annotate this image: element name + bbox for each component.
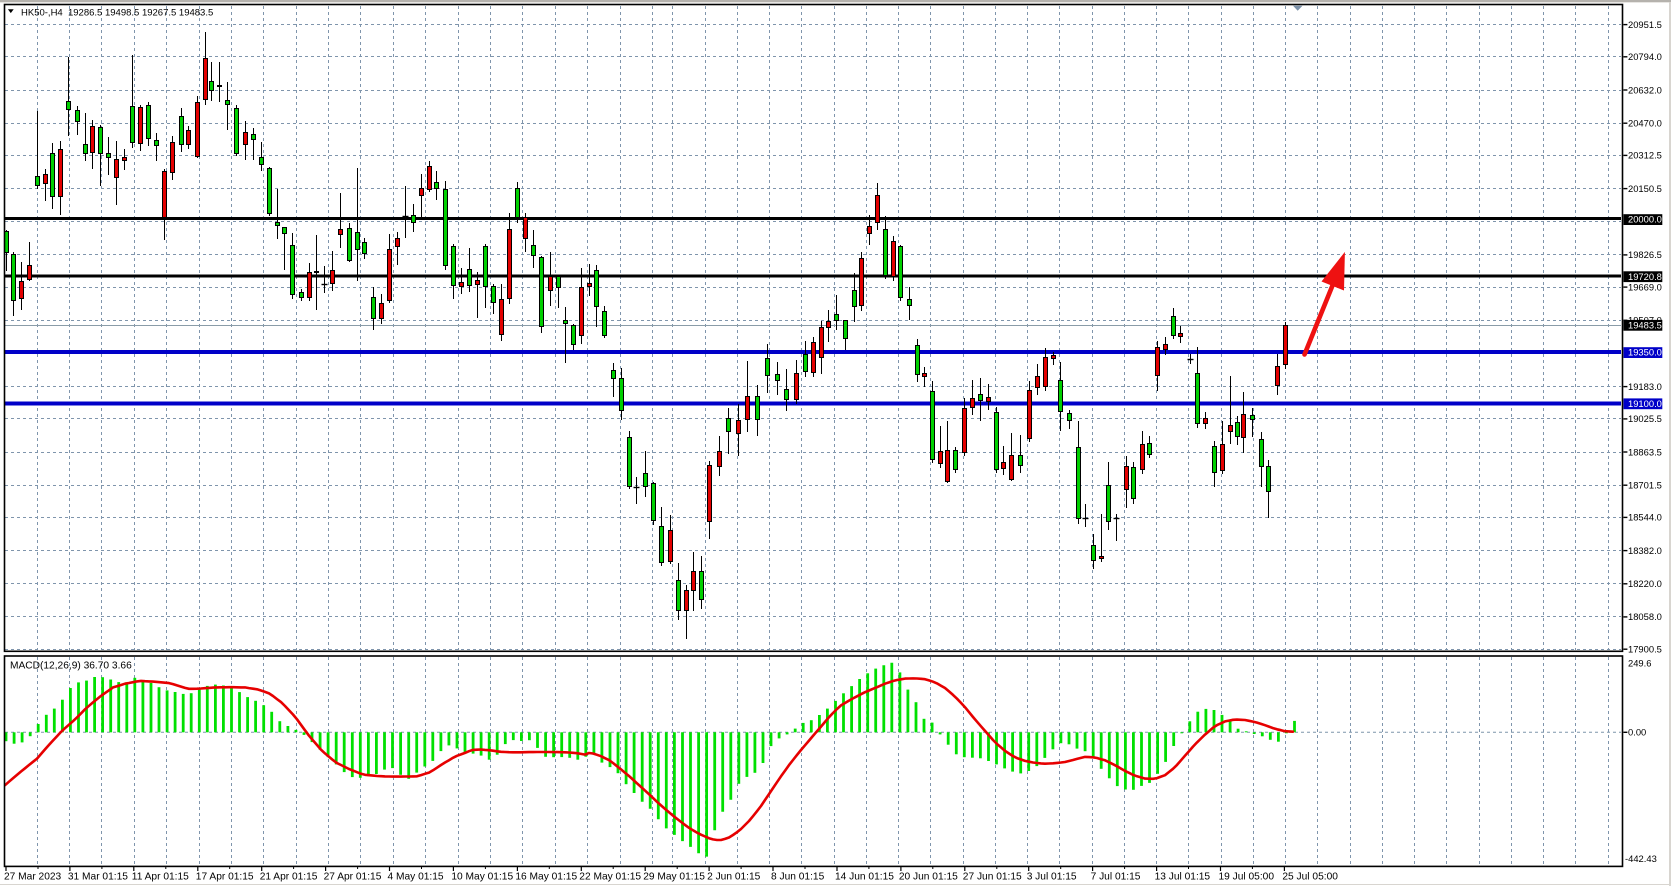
svg-text:8 Jun 01:15: 8 Jun 01:15 [771,872,825,883]
svg-text:18863.5: 18863.5 [1628,446,1662,457]
svg-text:0.00: 0.00 [1628,727,1646,738]
svg-text:20150.5: 20150.5 [1628,183,1662,194]
svg-text:4 May 01:15: 4 May 01:15 [388,872,444,883]
svg-text:19350.0: 19350.0 [1628,347,1662,358]
svg-text:29 May 01:15: 29 May 01:15 [643,872,705,883]
svg-text:MACD(12,26,9) 36.70 3.66: MACD(12,26,9) 36.70 3.66 [10,661,132,672]
svg-text:31 Mar 01:15: 31 Mar 01:15 [68,872,128,883]
svg-text:14 Jun 01:15: 14 Jun 01:15 [835,872,894,883]
svg-text:20470.0: 20470.0 [1628,118,1662,129]
svg-text:19669.0: 19669.0 [1628,281,1662,292]
svg-text:18058.0: 18058.0 [1628,611,1662,622]
svg-text:19025.5: 19025.5 [1628,413,1662,424]
svg-text:-442.43: -442.43 [1625,853,1657,864]
svg-text:17900.5: 17900.5 [1628,644,1662,655]
svg-text:19483.5: 19483.5 [1628,319,1662,330]
svg-text:3 Jul 01:15: 3 Jul 01:15 [1027,872,1077,883]
svg-text:16 May 01:15: 16 May 01:15 [515,872,577,883]
svg-text:27 Jun 01:15: 27 Jun 01:15 [963,872,1022,883]
svg-text:22 May 01:15: 22 May 01:15 [579,872,641,883]
svg-text:249.6: 249.6 [1628,658,1651,669]
svg-text:20794.0: 20794.0 [1628,51,1662,62]
svg-text:27 Apr 01:15: 27 Apr 01:15 [324,872,382,883]
svg-text:17 Apr 01:15: 17 Apr 01:15 [196,872,254,883]
svg-text:27 Mar 2023: 27 Mar 2023 [4,872,62,883]
svg-text:19100.0: 19100.0 [1628,398,1662,409]
svg-text:19720.8: 19720.8 [1628,271,1662,282]
svg-text:HK50-,H4 19286.5 19498.5 1926: HK50-,H4 19286.5 19498.5 19267.5 19483.5 [21,8,213,19]
svg-text:19 Jul 05:00: 19 Jul 05:00 [1219,872,1275,883]
svg-text:18544.0: 18544.0 [1628,512,1662,523]
svg-text:18220.0: 18220.0 [1628,578,1662,589]
svg-text:18382.0: 18382.0 [1628,545,1662,556]
svg-text:10 May 01:15: 10 May 01:15 [451,872,513,883]
svg-text:20312.5: 20312.5 [1628,150,1662,161]
svg-text:20 Jun 01:15: 20 Jun 01:15 [899,872,958,883]
svg-text:20951.5: 20951.5 [1628,19,1662,30]
svg-text:21 Apr 01:15: 21 Apr 01:15 [260,872,318,883]
svg-text:20000.0: 20000.0 [1628,214,1662,225]
svg-text:25 Jul 05:00: 25 Jul 05:00 [1282,872,1338,883]
svg-text:19826.5: 19826.5 [1628,249,1662,260]
svg-text:18701.5: 18701.5 [1628,480,1662,491]
svg-text:20632.0: 20632.0 [1628,84,1662,95]
svg-text:7 Jul 01:15: 7 Jul 01:15 [1091,872,1141,883]
svg-text:13 Jul 01:15: 13 Jul 01:15 [1155,872,1211,883]
svg-text:19183.0: 19183.0 [1628,381,1662,392]
svg-text:2 Jun 01:15: 2 Jun 01:15 [707,872,761,883]
svg-text:11 Apr 01:15: 11 Apr 01:15 [132,872,189,883]
